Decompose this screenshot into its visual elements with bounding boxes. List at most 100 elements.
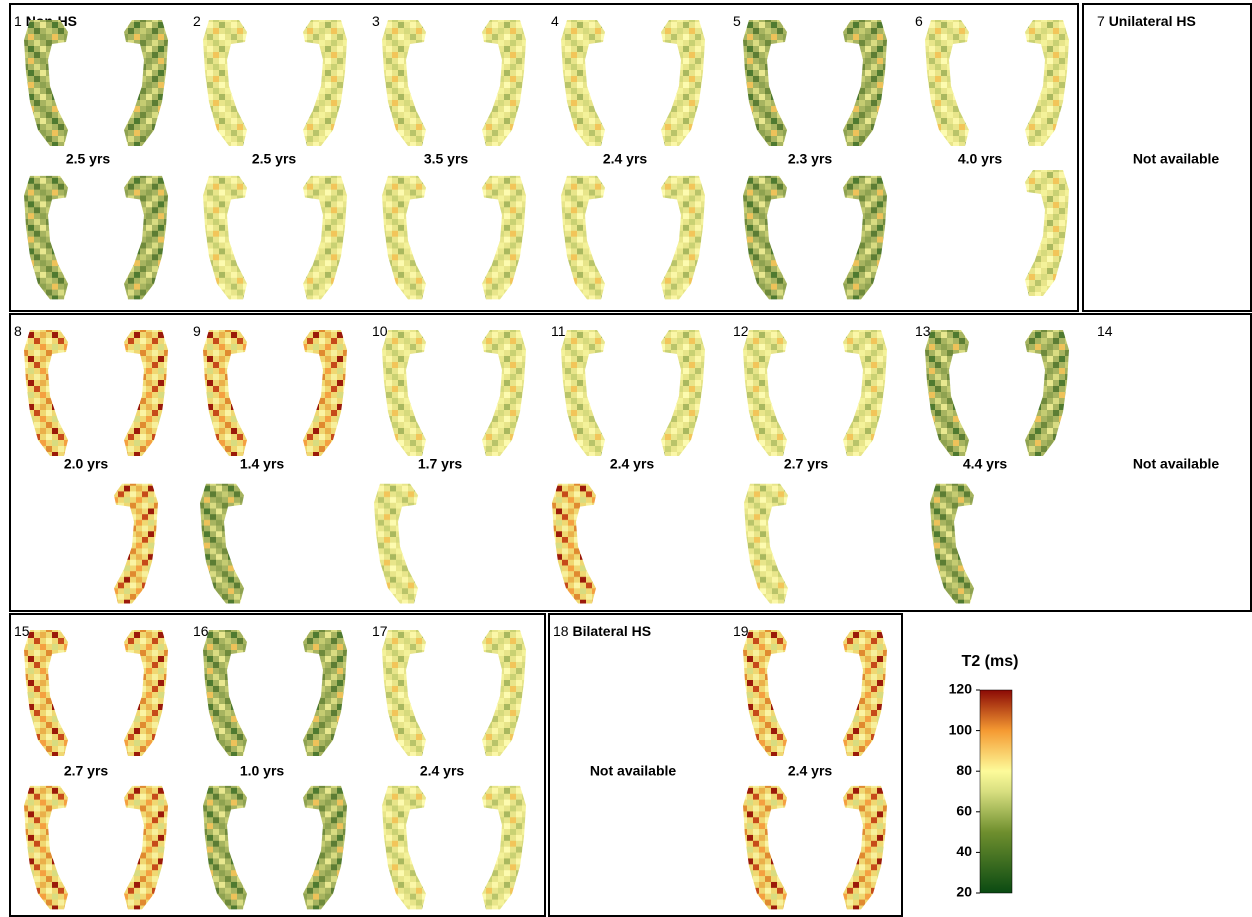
hippocampus-map bbox=[24, 20, 68, 146]
hippocampus-map bbox=[743, 630, 787, 756]
hippocampus-map bbox=[482, 20, 526, 146]
hippocampus-map bbox=[124, 786, 168, 909]
hippocampus-map bbox=[382, 176, 426, 299]
hippocampus-map bbox=[303, 786, 347, 909]
hippocampus-map bbox=[203, 330, 247, 456]
hippocampus-map bbox=[124, 176, 168, 299]
panel-number: 9 bbox=[193, 323, 201, 339]
panel-number: 8 bbox=[14, 323, 22, 339]
hippocampus-map bbox=[661, 330, 705, 456]
hippocampus-map bbox=[382, 330, 426, 456]
panel-number: 12 bbox=[733, 323, 749, 339]
hippocampus-map bbox=[1025, 20, 1069, 146]
colorbar-tick-label: 120 bbox=[949, 681, 973, 697]
hippocampus-map bbox=[382, 786, 426, 909]
hippocampus-map bbox=[744, 484, 788, 604]
hippocampus-map bbox=[24, 330, 68, 456]
panel-number: 3 bbox=[372, 13, 380, 29]
hippocampus-map bbox=[552, 484, 596, 604]
hippocampus-map bbox=[1025, 170, 1069, 296]
hippocampus-map bbox=[661, 20, 705, 146]
age-label: 2.0 yrs bbox=[64, 456, 109, 472]
hippocampus-map bbox=[561, 176, 605, 299]
panel-number: 5 bbox=[733, 13, 741, 29]
panel-number: 7 bbox=[1097, 13, 1105, 29]
hippocampus-map bbox=[843, 20, 887, 146]
panel-label: 9 bbox=[193, 323, 201, 339]
panel-number: 19 bbox=[733, 623, 749, 639]
hippocampus-map bbox=[1025, 330, 1069, 456]
colorbar-tick-label: 60 bbox=[956, 803, 972, 819]
panel-label: 4 bbox=[551, 13, 559, 29]
panel-label: 13 bbox=[915, 323, 931, 339]
panel-label: 15 bbox=[14, 623, 30, 639]
panel-number: 4 bbox=[551, 13, 559, 29]
group-box bbox=[10, 4, 1078, 311]
panel-number: 1 bbox=[14, 13, 22, 29]
hippocampus-map bbox=[561, 330, 605, 456]
hippocampus-map bbox=[482, 330, 526, 456]
age-label: 1.0 yrs bbox=[240, 763, 285, 779]
panel-label: 17 bbox=[372, 623, 388, 639]
panel-label: 16 bbox=[193, 623, 209, 639]
hippocampus-map bbox=[482, 630, 526, 756]
colorbar-tick-label: 20 bbox=[956, 884, 972, 900]
panel-label: 7 Unilateral HS bbox=[1097, 13, 1196, 29]
group-label: Unilateral HS bbox=[1109, 13, 1196, 29]
hippocampus-map bbox=[114, 484, 158, 604]
panel-number: 15 bbox=[14, 623, 30, 639]
hippocampus-map bbox=[843, 630, 887, 756]
age-label: 4.0 yrs bbox=[958, 151, 1003, 167]
panel-number: 2 bbox=[193, 13, 201, 29]
panel-label: 2 bbox=[193, 13, 201, 29]
colorbar-tick-label: 40 bbox=[956, 843, 972, 859]
hippocampus-map bbox=[200, 484, 244, 604]
hippocampus-map bbox=[743, 330, 787, 456]
hippocampus-map bbox=[24, 176, 68, 299]
age-label: 2.7 yrs bbox=[64, 763, 109, 779]
panel-number: 6 bbox=[915, 13, 923, 29]
hippocampus-map bbox=[203, 630, 247, 756]
hippocampus-map bbox=[303, 20, 347, 146]
panel-number: 17 bbox=[372, 623, 388, 639]
age-label: 2.4 yrs bbox=[610, 456, 655, 472]
hippocampus-map bbox=[843, 330, 887, 456]
hippocampus-map bbox=[203, 176, 247, 299]
age-label: 2.4 yrs bbox=[420, 763, 465, 779]
hippocampus-map bbox=[661, 176, 705, 299]
hippocampus-map bbox=[743, 786, 787, 909]
age-label: 3.5 yrs bbox=[424, 151, 469, 167]
hippocampus-map bbox=[743, 176, 787, 299]
colorbar-title: T2 (ms) bbox=[962, 653, 1019, 670]
panel-number: 13 bbox=[915, 323, 931, 339]
not-available: Not available bbox=[1133, 456, 1220, 472]
panel-number: 18 bbox=[553, 623, 569, 639]
age-label: 1.7 yrs bbox=[418, 456, 463, 472]
colorbar-tick-label: 80 bbox=[956, 762, 972, 778]
not-available: Not available bbox=[590, 763, 677, 779]
panel-number: 16 bbox=[193, 623, 209, 639]
hippocampus-map bbox=[843, 176, 887, 299]
hippocampus-map bbox=[561, 20, 605, 146]
age-label: 2.5 yrs bbox=[252, 151, 297, 167]
hippocampus-map bbox=[124, 630, 168, 756]
panel-number: 10 bbox=[372, 323, 388, 339]
hippocampus-map bbox=[124, 20, 168, 146]
hippocampus-map bbox=[203, 786, 247, 909]
panel-number: 14 bbox=[1097, 323, 1113, 339]
panel-label: 12 bbox=[733, 323, 749, 339]
panel-label: 10 bbox=[372, 323, 388, 339]
hippocampus-map bbox=[930, 484, 974, 604]
age-label: 2.5 yrs bbox=[66, 151, 111, 167]
hippocampus-map bbox=[382, 630, 426, 756]
hippocampus-map bbox=[124, 330, 168, 456]
hippocampus-map bbox=[24, 630, 68, 756]
hippocampus-map bbox=[925, 20, 969, 146]
hippocampus-map bbox=[303, 176, 347, 299]
panel-label: 19 bbox=[733, 623, 749, 639]
hippocampus-map bbox=[843, 786, 887, 909]
panel-label: 6 bbox=[915, 13, 923, 29]
panel-label: 18 Bilateral HS bbox=[553, 623, 651, 639]
not-available: Not available bbox=[1133, 151, 1220, 167]
colorbar-tick-label: 100 bbox=[949, 721, 973, 737]
